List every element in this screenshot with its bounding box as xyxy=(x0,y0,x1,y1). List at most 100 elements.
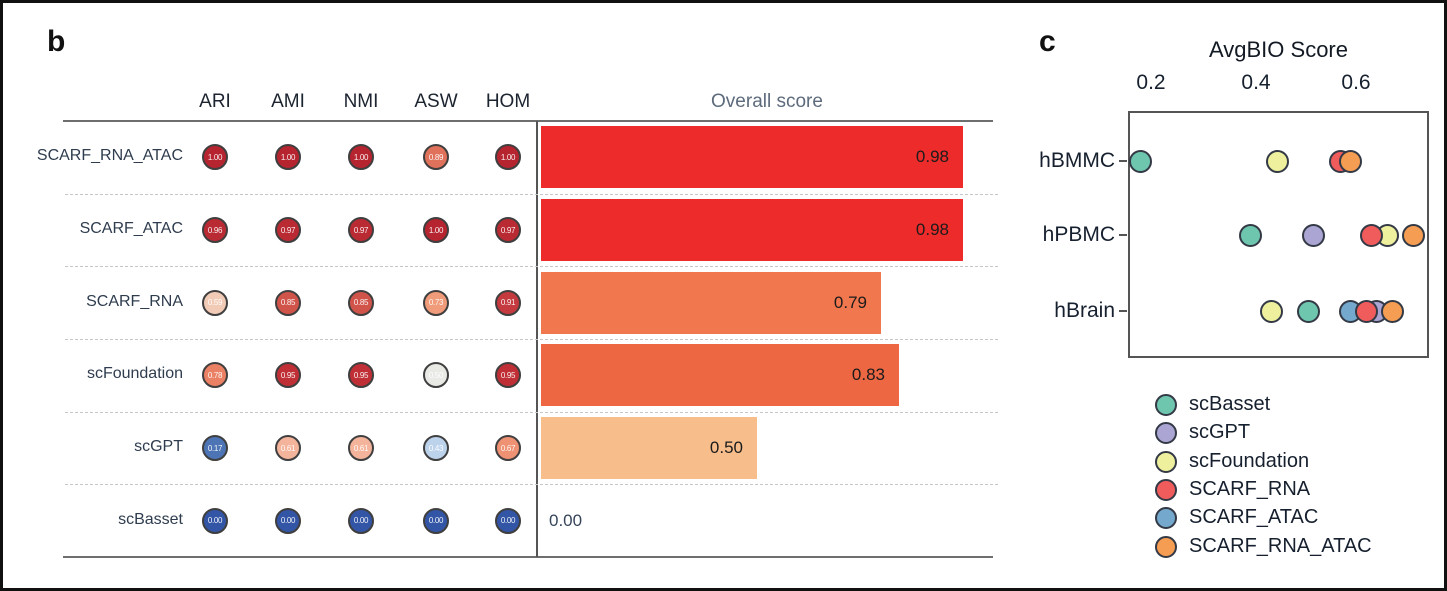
legend-swatch-scarf_rna_atac xyxy=(1155,536,1177,558)
metric-dot-value: 0.17 xyxy=(208,444,222,453)
metric-dot-value: 0.95 xyxy=(501,371,515,380)
category-tick xyxy=(1119,310,1127,312)
metric-dot: 0.67 xyxy=(495,435,521,461)
metric-column-header: ASW xyxy=(396,91,476,113)
metric-dot-value: 0.50 xyxy=(429,371,443,380)
method-row-label: SCARF_RNA xyxy=(11,293,183,311)
scatter-point-scbasset xyxy=(1297,300,1320,323)
overall-score-value: 0.98 xyxy=(916,147,949,167)
metric-dot: 0.78 xyxy=(202,362,228,388)
metric-dot: 0.95 xyxy=(495,362,521,388)
metric-dot: 0.91 xyxy=(495,290,521,316)
metric-dot: 0.61 xyxy=(348,435,374,461)
metric-dot-value: 0.97 xyxy=(281,226,295,235)
metric-dot-value: 0.00 xyxy=(281,516,295,525)
metric-dot: 0.00 xyxy=(423,508,449,534)
legend-label: SCARF_RNA xyxy=(1189,478,1310,501)
metric-dot-value: 0.78 xyxy=(208,371,222,380)
scatter-point-scarf_rna_atac xyxy=(1381,300,1404,323)
legend-swatch-scarf_rna xyxy=(1155,479,1177,501)
metric-dot: 0.97 xyxy=(348,217,374,243)
legend-label: SCARF_RNA_ATAC xyxy=(1189,535,1372,558)
metric-dot-value: 1.00 xyxy=(281,153,295,162)
legend-swatch-scfoundation xyxy=(1155,451,1177,473)
metric-dot: 0.61 xyxy=(275,435,301,461)
overall-score-header: Overall score xyxy=(541,91,993,113)
metric-dot-value: 0.00 xyxy=(429,516,443,525)
row-separator xyxy=(65,339,998,340)
metric-column-header: HOM xyxy=(468,91,548,113)
metric-dot: 0.85 xyxy=(348,290,374,316)
overall-score-bar: 0.83 xyxy=(541,344,899,406)
metric-dot-value: 0.43 xyxy=(429,444,443,453)
metric-dot: 0.85 xyxy=(275,290,301,316)
metric-dot: 0.17 xyxy=(202,435,228,461)
metric-dot-value: 1.00 xyxy=(208,153,222,162)
dataset-label: hPBMC xyxy=(1005,223,1115,247)
metric-dot: 0.00 xyxy=(495,508,521,534)
metric-dot: 1.00 xyxy=(202,144,228,170)
overall-score-value: 0.83 xyxy=(852,365,885,385)
metric-dot: 1.00 xyxy=(348,144,374,170)
overall-score-value: 0.00 xyxy=(549,511,582,531)
row-separator xyxy=(65,266,998,267)
legend-swatch-scgpt xyxy=(1155,422,1177,444)
x-axis-tick-label: 0.6 xyxy=(1326,71,1386,95)
metric-dot: 1.00 xyxy=(423,217,449,243)
metric-column-header: AMI xyxy=(248,91,328,113)
overall-score-value: 0.50 xyxy=(710,438,743,458)
metric-dot: 1.00 xyxy=(275,144,301,170)
legend-label: scBasset xyxy=(1189,393,1270,416)
overall-score-bar: 0.98 xyxy=(541,126,963,188)
metric-dot-value: 1.00 xyxy=(501,153,515,162)
metric-dot: 0.95 xyxy=(275,362,301,388)
method-row-label: SCARF_RNA_ATAC xyxy=(11,147,183,165)
metric-dot-value: 1.00 xyxy=(354,153,368,162)
metric-dot: 0.97 xyxy=(495,217,521,243)
legend-swatch-scarf_atac xyxy=(1155,507,1177,529)
panel-c-label: c xyxy=(1039,25,1056,59)
row-separator xyxy=(65,412,998,413)
bottom-rule xyxy=(63,556,993,558)
metric-dot-value: 0.91 xyxy=(501,298,515,307)
metric-dot: 0.50 xyxy=(423,362,449,388)
metric-dot: 0.59 xyxy=(202,290,228,316)
scatter-point-scfoundation xyxy=(1260,300,1283,323)
x-axis-tick-label: 0.4 xyxy=(1226,71,1286,95)
metric-dot-value: 0.73 xyxy=(429,298,443,307)
metric-dot: 0.95 xyxy=(348,362,374,388)
metric-dot: 1.00 xyxy=(495,144,521,170)
legend-label: scGPT xyxy=(1189,421,1250,444)
metric-dot: 0.89 xyxy=(423,144,449,170)
overall-score-value: 0.98 xyxy=(916,220,949,240)
metric-dot-value: 0.97 xyxy=(501,226,515,235)
scatter-point-scgpt xyxy=(1302,224,1325,247)
metric-column-header: NMI xyxy=(321,91,401,113)
dataset-label: hBMMC xyxy=(1005,149,1115,173)
category-tick xyxy=(1119,160,1127,162)
legend-label: scFoundation xyxy=(1189,450,1309,473)
scatter-point-scbasset xyxy=(1129,150,1152,173)
metric-dot-value: 0.97 xyxy=(354,226,368,235)
metric-dot: 0.97 xyxy=(275,217,301,243)
method-row-label: scGPT xyxy=(11,438,183,456)
metric-dot-value: 0.85 xyxy=(281,298,295,307)
overall-score-value: 0.79 xyxy=(834,293,867,313)
metric-dot: 0.73 xyxy=(423,290,449,316)
x-axis-tick-label: 0.2 xyxy=(1121,71,1181,95)
scatter-point-scarf_rna xyxy=(1360,224,1383,247)
panel-b-label: b xyxy=(47,25,65,59)
metric-dot-value: 0.59 xyxy=(208,298,222,307)
metric-dot: 0.00 xyxy=(275,508,301,534)
method-row-label: SCARF_ATAC xyxy=(11,220,183,238)
metric-dot: 0.96 xyxy=(202,217,228,243)
metric-dot-value: 0.95 xyxy=(354,371,368,380)
metric-dot: 0.43 xyxy=(423,435,449,461)
metric-dot-value: 0.00 xyxy=(354,516,368,525)
metric-dot-value: 0.85 xyxy=(354,298,368,307)
dataset-label: hBrain xyxy=(1005,299,1115,323)
category-tick xyxy=(1119,234,1127,236)
legend-label: SCARF_ATAC xyxy=(1189,506,1318,529)
benchmark-figure: b ARIAMINMIASWHOM Overall score SCARF_RN… xyxy=(0,0,1447,591)
metric-dot-value: 0.95 xyxy=(281,371,295,380)
